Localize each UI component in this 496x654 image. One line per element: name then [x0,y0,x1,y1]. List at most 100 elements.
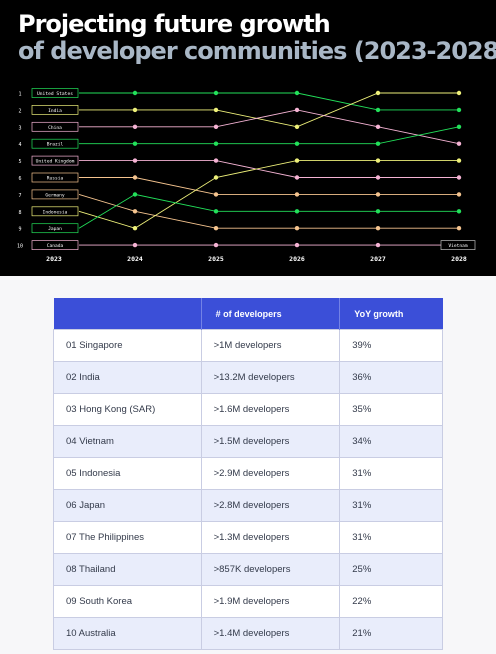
cell-country: 08 Thailand [53,553,202,586]
start-country-label: Japan [48,226,62,232]
data-point [456,124,462,129]
series-line [79,92,459,111]
series-line [78,160,459,229]
data-point [456,175,462,180]
data-point [375,226,381,231]
cell-country: 04 Vietnam [53,425,202,458]
cell-country: 01 Singapore [53,329,202,362]
table-row: 03 Hong Kong (SAR) >1.6M developers 35% [53,393,443,426]
cell-developers: >1.9M developers [200,585,341,618]
series-line [79,109,460,145]
table-row: 06 Japan >2.8M developers 31% [53,489,443,522]
year-tick-label: 2024 [127,255,143,263]
start-label-box [31,240,79,250]
cell-developers: >2.9M developers [200,457,341,490]
data-point [132,209,138,214]
header-country [53,298,202,330]
start-label-box [31,189,79,200]
cell-developers: >2.8M developers [200,489,341,522]
cell-developers: >1.3M developers [200,521,341,554]
data-point [375,242,381,248]
cell-country: 07 The Philippines [53,521,202,554]
data-point [132,158,138,163]
table-row: 01 Singapore >1M developers 39% [53,329,443,362]
cell-country: 03 Hong Kong (SAR) [53,393,202,426]
table-row: 02 India >13.2M developers 36% [53,361,443,394]
year-tick-label: 2026 [289,255,305,263]
cell-growth: 31% [339,457,443,490]
rank-label: 1 [18,92,21,98]
start-label-box [31,121,79,132]
data-point [132,242,138,248]
cell-growth: 22% [339,585,443,618]
series-line [78,193,459,229]
cell-growth: 36% [339,361,443,394]
data-point [294,209,300,214]
data-point [456,192,462,197]
data-point [294,192,300,197]
rank-label: 10 [17,244,23,250]
data-point [132,175,138,180]
data-point [375,158,381,163]
rank-label: 3 [18,125,21,131]
rank-label: 4 [18,142,21,148]
data-point [213,90,219,96]
start-label-box [31,223,79,234]
rank-label: 9 [18,227,21,233]
data-point [132,192,138,197]
data-point [456,107,462,113]
data-point [456,90,462,96]
data-point [213,242,219,248]
cell-growth: 21% [339,617,443,650]
year-tick-label: 2023 [46,255,62,263]
table-row: 07 The Philippines >1.3M developers 31% [53,521,443,554]
rank-label: 6 [18,176,21,182]
start-label-box [31,155,79,166]
header-developers: # of developers [201,298,341,330]
cell-growth: 31% [339,489,443,522]
cell-developers: >13.2M developers [200,361,341,394]
cell-growth: 39% [339,329,443,362]
start-country-label: China [48,125,62,131]
rank-label: 7 [18,193,21,199]
cell-country: 06 Japan [53,489,202,522]
series-line [79,126,460,145]
data-point [294,242,300,248]
data-point [294,158,300,163]
series-line [79,177,459,195]
bump-chart: 1 2 3 4 5 6 7 8 9 10 United States India China Brazil… [17,88,476,263]
data-point [213,226,219,231]
chart-panel: Projecting future growth of developer co… [0,0,496,276]
table-row: 10 Australia >1.4M developers 21% [53,617,443,650]
data-point [375,209,381,214]
start-label-box [31,172,79,183]
data-point [375,90,381,96]
cell-country: 02 India [53,361,202,394]
data-point [213,124,219,129]
start-country-label: Germany [45,192,65,198]
data-point [213,209,219,214]
rank-label: 8 [18,210,21,216]
table-row: 05 Indonesia >2.9M developers 31% [53,457,443,490]
cell-developers: >1.6M developers [200,393,341,426]
start-label-box [31,138,79,149]
data-point [294,107,300,113]
series-line [79,160,459,178]
data-point [294,175,300,180]
start-country-label: Russia [47,176,64,182]
chart-title-line-2: of developer communities (2023-2028) [18,37,496,65]
data-point [456,158,462,163]
table-row: 08 Thailand >857K developers 25% [53,553,443,586]
data-point [132,226,138,231]
start-label-box [31,88,79,98]
start-label-box [31,105,79,115]
cell-country: 09 South Korea [53,585,202,618]
chart-title-line-1: Projecting future growth [18,10,331,38]
data-point [294,141,300,146]
table-row: 09 South Korea >1.9M developers 22% [53,585,443,618]
cell-growth: 34% [339,425,443,458]
start-country-label: Indonesia [43,209,68,215]
data-point [213,175,219,180]
cell-developers: >1.5M developers [200,425,341,458]
data-point [456,226,462,231]
